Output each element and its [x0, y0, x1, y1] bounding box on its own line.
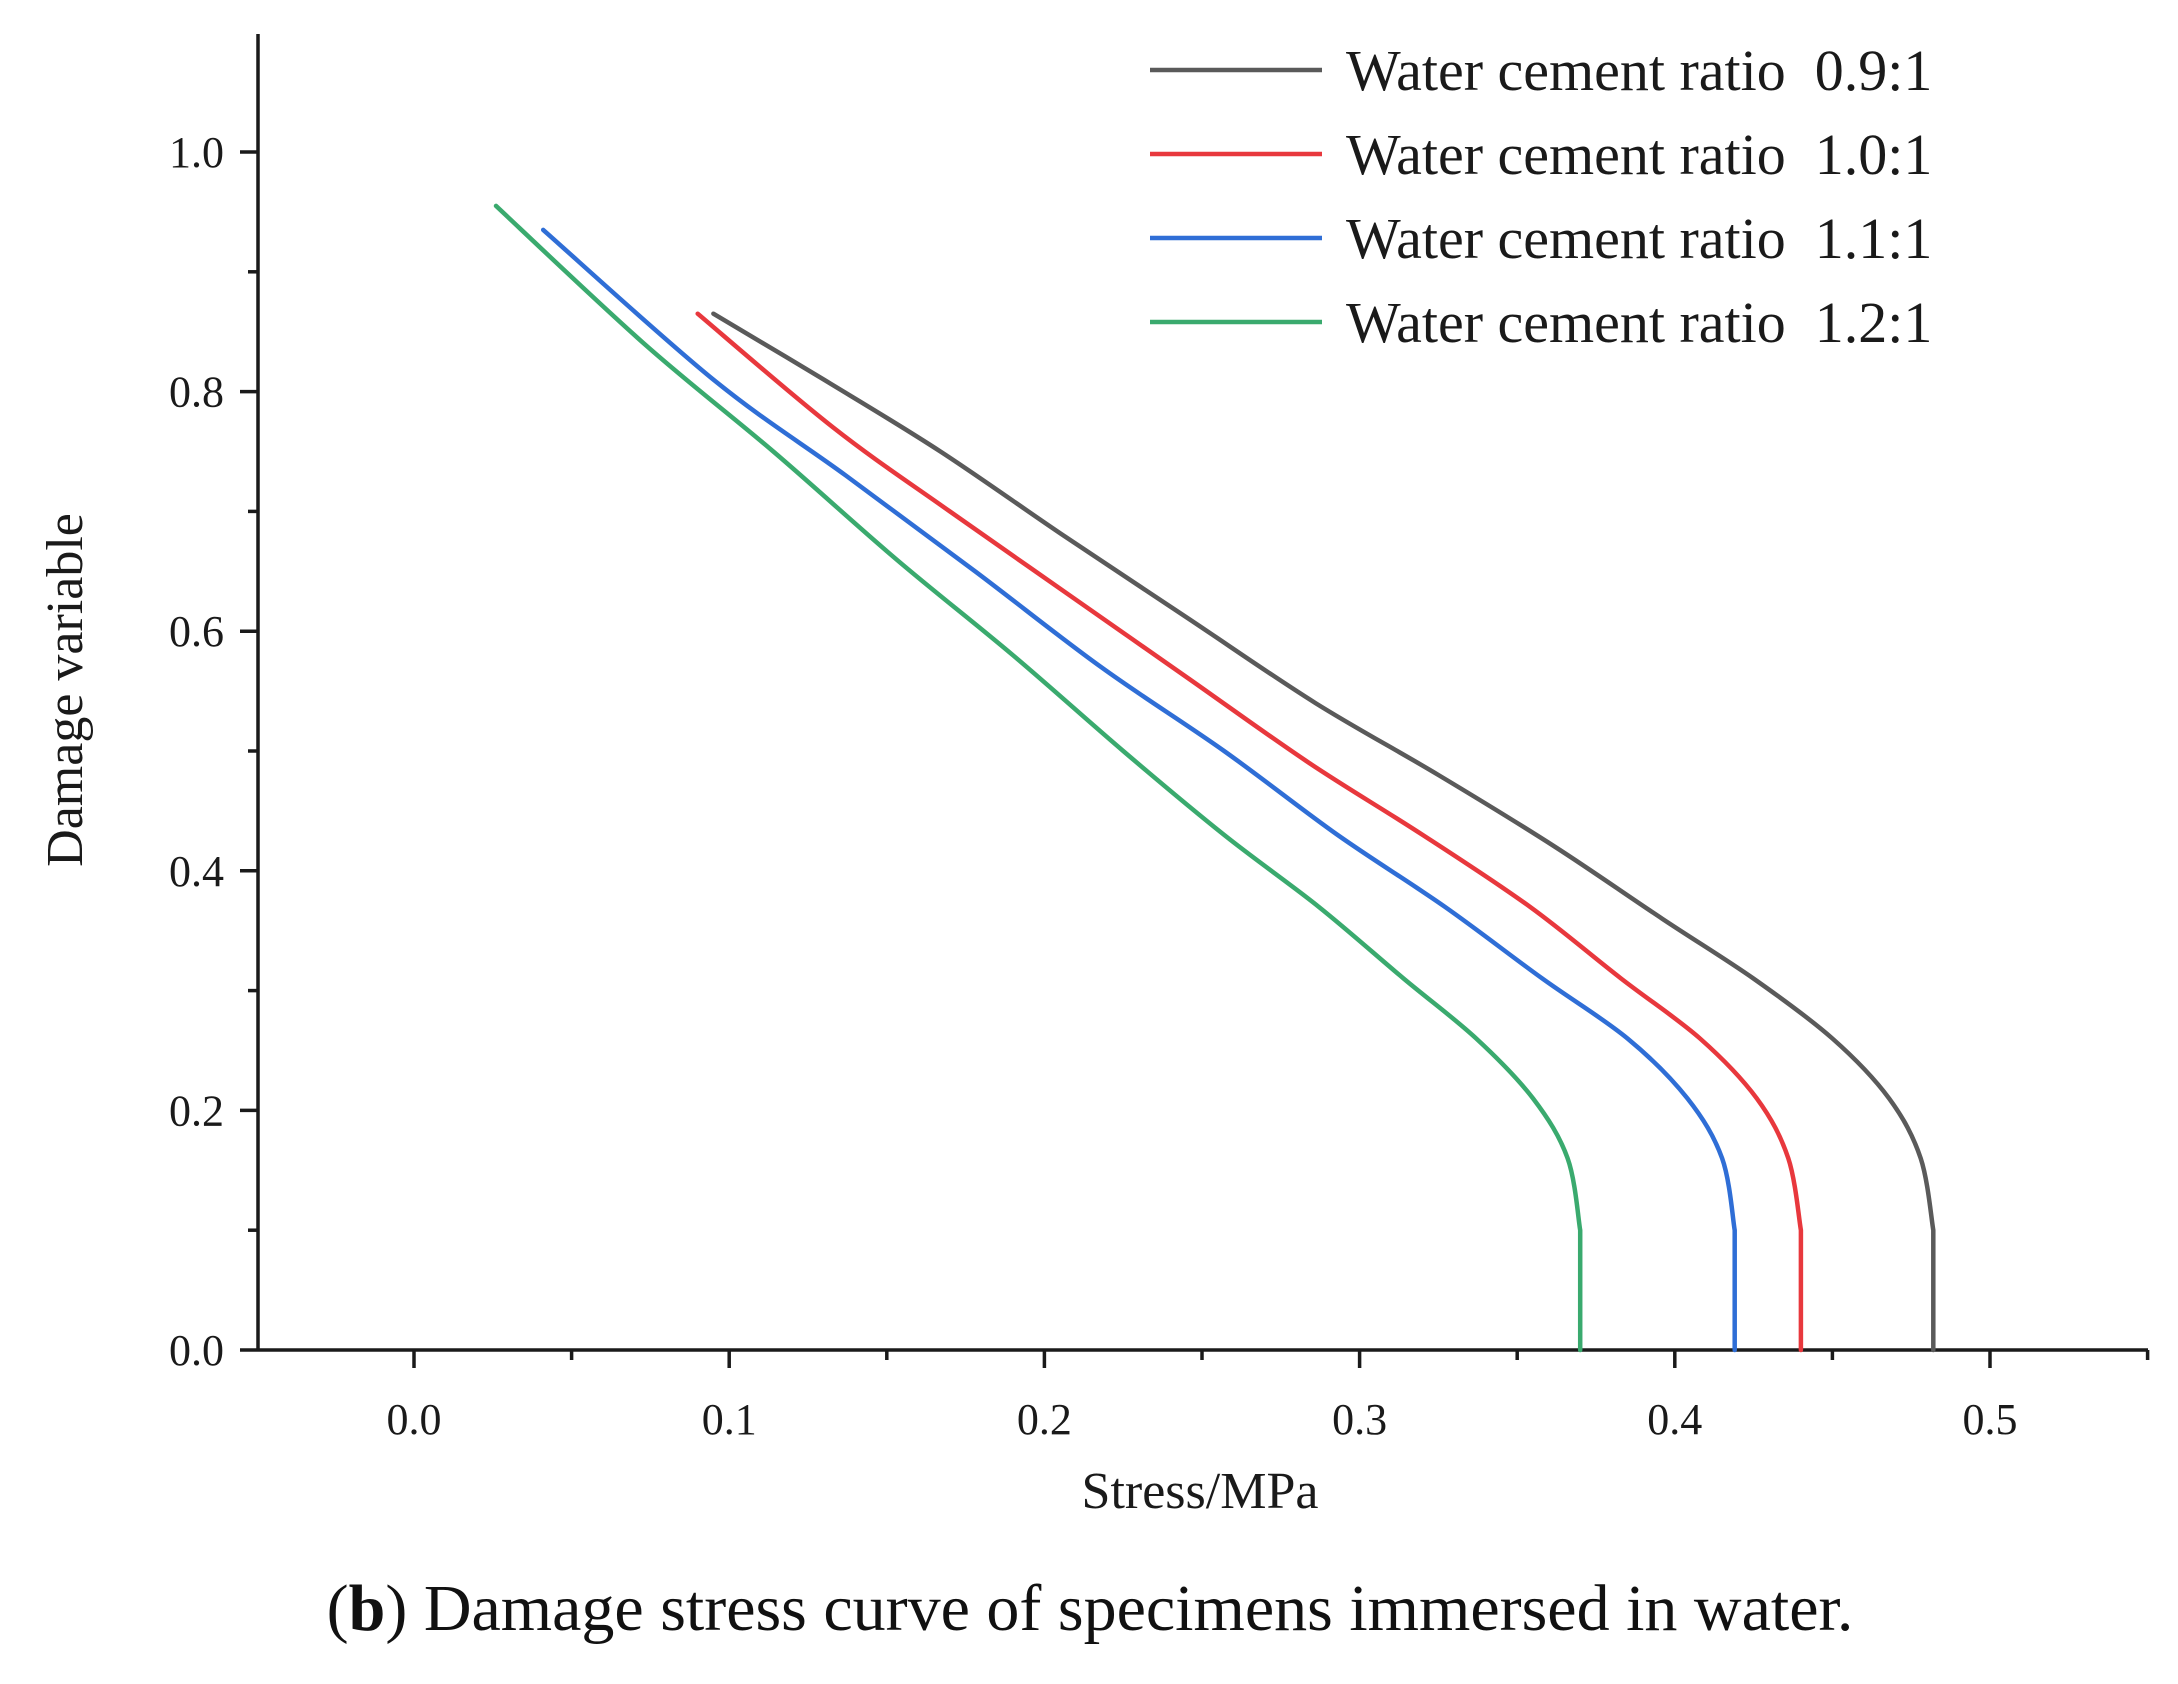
x-tick-label: 0.5 — [1963, 1395, 2018, 1444]
legend-label-1: Water cement ratio 0.9:1 — [1346, 38, 1932, 103]
caption-text: Damage stress curve of specimens immerse… — [407, 1572, 1853, 1645]
y-axis-title: Damage variable — [37, 513, 94, 867]
series-line-1 — [711, 311, 1936, 1353]
y-tick-label: 0.8 — [169, 368, 224, 417]
x-axis-title: Stress/MPa — [1082, 1463, 1319, 1520]
x-tick-label: 0.2 — [1017, 1395, 1072, 1444]
series-line-2 — [695, 311, 1804, 1353]
legend: Water cement ratio 0.9:1 Water cement rat… — [1150, 38, 1932, 355]
y-tick-label: 1.0 — [169, 128, 224, 177]
x-tick-label: 0.1 — [702, 1395, 757, 1444]
x-tick-label: 0.4 — [1647, 1395, 1702, 1444]
series-group — [493, 203, 1936, 1353]
y-tick-label: 0.4 — [169, 847, 224, 896]
series-line-4 — [493, 203, 1583, 1353]
legend-label-4: Water cement ratio 1.2:1 — [1346, 290, 1932, 355]
series-line-3 — [540, 227, 1737, 1353]
figure-caption: (b) Damage stress curve of specimens imm… — [327, 1572, 1854, 1645]
legend-label-2: Water cement ratio 1.0:1 — [1346, 122, 1932, 187]
caption-close-paren: ) — [385, 1572, 407, 1645]
caption-label: b — [349, 1572, 386, 1645]
y-tick-label: 0.2 — [169, 1086, 224, 1135]
ticks: 0.0 0.2 0.4 0.6 0.8 1.0 0.0 0.1 0.2 0.3 0.4 0.5 — [169, 128, 2150, 1444]
caption-open-paren: ( — [327, 1572, 349, 1645]
legend-label-3: Water cement ratio 1.1:1 — [1346, 206, 1932, 271]
x-tick-label: 0.3 — [1332, 1395, 1387, 1444]
y-tick-label: 0.0 — [169, 1326, 224, 1375]
x-tick-label: 0.0 — [387, 1395, 442, 1444]
y-tick-label: 0.6 — [169, 607, 224, 656]
